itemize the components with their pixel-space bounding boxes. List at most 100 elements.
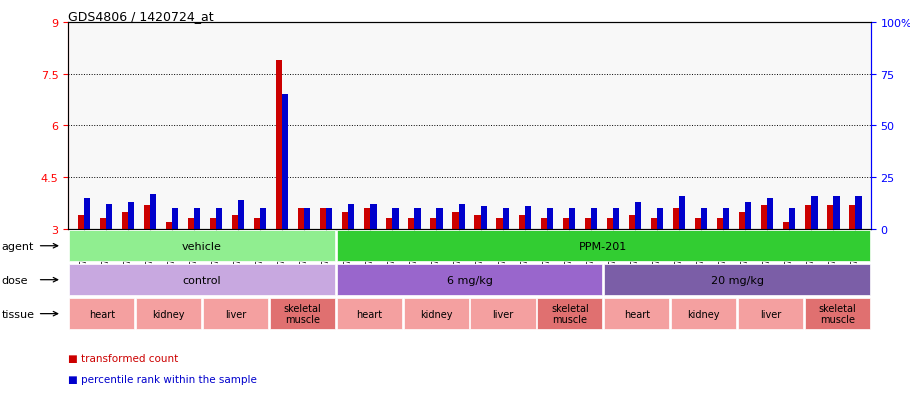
Bar <box>519 216 525 229</box>
Bar <box>187 219 194 229</box>
Bar <box>562 219 569 229</box>
Bar <box>604 298 670 330</box>
Bar <box>414 209 420 229</box>
Bar <box>337 264 602 296</box>
Bar <box>855 196 862 229</box>
Bar <box>804 298 870 330</box>
Text: skeletal
muscle: skeletal muscle <box>284 303 321 325</box>
Bar <box>525 206 531 229</box>
Text: kidney: kidney <box>152 309 185 319</box>
Bar <box>238 200 244 229</box>
Bar <box>604 264 870 296</box>
Bar <box>701 209 707 229</box>
Bar <box>364 209 370 229</box>
Bar <box>77 216 84 229</box>
Bar <box>430 219 437 229</box>
Bar <box>326 209 332 229</box>
Bar <box>260 209 267 229</box>
Text: PPM-201: PPM-201 <box>579 241 628 251</box>
Bar <box>834 196 840 229</box>
Text: agent: agent <box>2 241 35 251</box>
Bar <box>342 212 349 229</box>
Bar <box>337 230 870 262</box>
Bar <box>392 209 399 229</box>
Bar <box>136 298 201 330</box>
Bar <box>679 196 685 229</box>
Bar <box>84 198 90 229</box>
Bar <box>849 205 855 229</box>
Bar <box>69 264 335 296</box>
Text: heart: heart <box>88 309 115 319</box>
Bar <box>298 209 304 229</box>
Bar <box>738 298 804 330</box>
Bar <box>320 209 326 229</box>
Bar <box>144 205 150 229</box>
Bar <box>69 230 335 262</box>
Bar <box>474 216 480 229</box>
Bar <box>613 209 619 229</box>
Text: ■ percentile rank within the sample: ■ percentile rank within the sample <box>68 374 258 384</box>
Bar <box>717 219 723 229</box>
Bar <box>695 219 701 229</box>
Bar <box>480 206 487 229</box>
Bar <box>497 219 502 229</box>
Bar <box>635 202 642 229</box>
Text: dose: dose <box>2 275 28 285</box>
Bar <box>723 209 729 229</box>
Bar <box>812 196 817 229</box>
Bar <box>739 212 745 229</box>
Bar <box>216 209 222 229</box>
Bar <box>304 209 310 229</box>
Bar <box>651 219 657 229</box>
Bar <box>106 204 112 229</box>
Bar <box>537 298 602 330</box>
Bar <box>767 198 774 229</box>
Bar <box>269 298 335 330</box>
Bar <box>789 209 795 229</box>
Bar <box>541 219 547 229</box>
Text: liver: liver <box>760 309 781 319</box>
Text: skeletal
muscle: skeletal muscle <box>551 303 589 325</box>
Bar <box>172 209 178 229</box>
Bar <box>69 298 135 330</box>
Bar <box>745 202 752 229</box>
Bar <box>591 209 597 229</box>
Text: 20 mg/kg: 20 mg/kg <box>711 275 763 285</box>
Bar <box>232 216 238 229</box>
Text: vehicle: vehicle <box>182 241 222 251</box>
Text: kidney: kidney <box>687 309 720 319</box>
Bar <box>349 204 355 229</box>
Bar <box>470 298 536 330</box>
Text: kidney: kidney <box>420 309 452 319</box>
Bar <box>502 209 509 229</box>
Bar <box>99 219 106 229</box>
Bar <box>452 212 459 229</box>
Bar <box>805 205 812 229</box>
Bar <box>607 219 613 229</box>
Text: liver: liver <box>225 309 246 319</box>
Text: heart: heart <box>356 309 382 319</box>
Bar <box>827 205 834 229</box>
Bar <box>657 209 663 229</box>
Bar <box>337 298 402 330</box>
Bar <box>584 219 591 229</box>
Bar <box>403 298 469 330</box>
Bar <box>784 222 789 229</box>
Text: control: control <box>183 275 221 285</box>
Bar <box>370 204 377 229</box>
Bar <box>166 222 172 229</box>
Bar <box>761 205 767 229</box>
Bar <box>276 61 282 229</box>
Text: heart: heart <box>623 309 650 319</box>
Text: ■ transformed count: ■ transformed count <box>68 354 178 363</box>
Text: tissue: tissue <box>2 309 35 319</box>
Bar <box>282 95 288 229</box>
Text: liver: liver <box>492 309 513 319</box>
Bar <box>409 219 414 229</box>
Bar <box>127 202 134 229</box>
Bar <box>386 219 392 229</box>
Bar <box>122 212 127 229</box>
Text: 6 mg/kg: 6 mg/kg <box>447 275 492 285</box>
Bar <box>210 219 216 229</box>
Bar <box>569 209 575 229</box>
